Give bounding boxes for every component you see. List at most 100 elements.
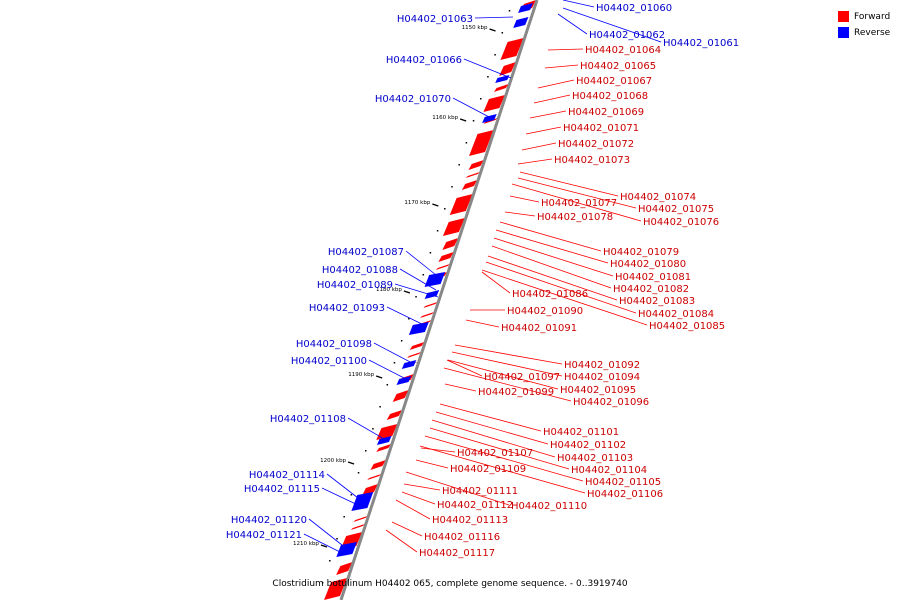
reverse-gene-label[interactable]: H04402_01066: [386, 55, 462, 66]
forward-gene-label[interactable]: H04402_01102: [550, 440, 626, 451]
reverse-gene-label[interactable]: H04402_01063: [397, 14, 473, 25]
forward-gene-label[interactable]: H04402_01113: [432, 515, 508, 526]
forward-gene-block: [350, 524, 365, 530]
tick-mark: [489, 28, 496, 32]
forward-gene-label[interactable]: H04402_01097: [484, 372, 560, 383]
forward-gene-label[interactable]: H04402_01064: [585, 45, 661, 56]
gene-labels: H04402_01064 H04402_01065 H04402_01067 H044…: [226, 3, 739, 559]
forward-gene-label[interactable]: H04402_01068: [572, 91, 648, 102]
reverse-leader-line: [373, 342, 415, 365]
reverse-gene-label[interactable]: H04402_01108: [270, 414, 346, 425]
tick-mark: [320, 544, 328, 548]
tick-mark: [403, 290, 411, 294]
tick-label: 1150 kbp: [462, 25, 488, 31]
forward-gene-label[interactable]: H04402_01096: [573, 397, 649, 408]
forward-gene-label[interactable]: H04402_01112: [437, 500, 513, 511]
forward-leader-line: [403, 483, 441, 491]
genome-backbone: [339, 0, 539, 600]
forward-gene-label[interactable]: H04402_01110: [511, 501, 587, 512]
reverse-gene-label[interactable]: H04402_01061: [663, 38, 739, 49]
forward-gene-block: [465, 172, 480, 178]
reverse-gene-block: [482, 114, 497, 123]
reverse-gene-label[interactable]: H04402_01088: [322, 265, 398, 276]
forward-leader-line: [454, 344, 563, 365]
forward-gene-label[interactable]: H04402_01084: [638, 309, 714, 320]
forward-gene-label[interactable]: H04402_01109: [450, 464, 526, 475]
forward-gene-label[interactable]: H04402_01104: [571, 465, 647, 476]
forward-gene-label[interactable]: H04402_01065: [580, 61, 656, 72]
forward-leader-line: [487, 255, 618, 301]
forward-gene-label[interactable]: H04402_01103: [557, 453, 633, 464]
forward-gene-label[interactable]: H04402_01073: [554, 155, 630, 166]
reverse-gene-label[interactable]: H04402_01070: [375, 94, 451, 105]
forward-leader-line: [481, 269, 648, 326]
minor-tick: [386, 384, 389, 386]
reverse-gene-label[interactable]: H04402_01100: [291, 356, 367, 367]
tick-mark: [459, 118, 467, 122]
forward-gene-label[interactable]: H04402_01069: [568, 107, 644, 118]
reverse-leader-line: [452, 97, 492, 119]
reverse-gene-label[interactable]: H04402_01093: [309, 303, 385, 314]
reverse-gene-label[interactable]: H04402_01098: [296, 339, 372, 350]
forward-gene-label[interactable]: H04402_01083: [619, 296, 695, 307]
forward-gene-label[interactable]: H04402_01075: [638, 204, 714, 215]
legend-reverse-label: Reverse: [854, 27, 891, 38]
forward-gene-label[interactable]: H04402_01101: [543, 427, 619, 438]
forward-swatch: [838, 11, 849, 22]
forward-gene-label[interactable]: H04402_01117: [419, 548, 495, 559]
forward-gene-label[interactable]: H04402_01107: [457, 448, 533, 459]
forward-gene-label[interactable]: H04402_01077: [541, 198, 617, 209]
tick-label: 1180 kbp: [376, 287, 402, 293]
forward-gene-label[interactable]: H04402_01099: [478, 387, 554, 398]
forward-gene-label[interactable]: H04402_01067: [576, 76, 652, 87]
forward-leader-line: [429, 427, 570, 470]
forward-gene-label[interactable]: H04402_01105: [585, 477, 661, 488]
forward-gene-label[interactable]: H04402_01072: [558, 139, 634, 150]
forward-gene-label[interactable]: H04402_01080: [610, 259, 686, 270]
reverse-gene-block: [424, 290, 440, 299]
forward-gene-label[interactable]: H04402_01081: [615, 272, 691, 283]
forward-gene-label[interactable]: H04402_01082: [613, 284, 689, 295]
reverse-gene-label[interactable]: H04402_01120: [231, 515, 307, 526]
forward-leader-line: [395, 499, 431, 520]
forward-leader-line: [444, 383, 477, 392]
reverse-gene-label[interactable]: H04402_01115: [244, 484, 320, 495]
forward-leader-line: [481, 271, 511, 294]
minor-tick: [501, 32, 504, 34]
forward-gene-label[interactable]: H04402_01085: [649, 321, 725, 332]
forward-leader-line: [504, 211, 536, 217]
forward-gene-label[interactable]: H04402_01086: [512, 289, 588, 300]
forward-gene-label[interactable]: H04402_01111: [442, 486, 518, 497]
forward-gene-label[interactable]: H04402_01092: [564, 360, 640, 371]
forward-gene-label[interactable]: H04402_01116: [424, 532, 500, 543]
forward-gene-label[interactable]: H04402_01095: [560, 385, 636, 396]
forward-gene-label[interactable]: H04402_01074: [620, 192, 696, 203]
reverse-gene-label[interactable]: H04402_01121: [226, 530, 302, 541]
forward-gene-label[interactable]: H04402_01076: [643, 217, 719, 228]
minor-tick: [422, 274, 424, 276]
reverse-gene-label[interactable]: H04402_01062: [589, 30, 665, 41]
forward-gene-label[interactable]: H04402_01078: [537, 212, 613, 223]
minor-tick: [343, 516, 345, 518]
forward-leader-line: [547, 48, 584, 51]
forward-gene-label[interactable]: H04402_01094: [564, 372, 640, 383]
reverse-gene-label[interactable]: H04402_01087: [328, 247, 404, 258]
reverse-gene-label[interactable]: H04402_01114: [249, 470, 325, 481]
reverse-leader-line: [557, 13, 588, 35]
forward-gene-label[interactable]: H04402_01071: [563, 123, 639, 134]
label-leaders: [303, 0, 662, 556]
forward-leader-line: [420, 447, 456, 453]
reverse-gene-label[interactable]: H04402_01089: [317, 280, 393, 291]
reverse-gene-label[interactable]: H04402_01060: [596, 3, 672, 14]
minor-tick: [350, 494, 353, 496]
forward-gene-label[interactable]: H04402_01090: [507, 306, 583, 317]
forward-gene-block: [423, 302, 438, 308]
forward-gene-label[interactable]: H04402_01091: [501, 323, 577, 334]
reverse-leader-line: [463, 58, 512, 79]
forward-gene-label[interactable]: H04402_01106: [587, 489, 663, 500]
forward-gene-block: [435, 264, 450, 270]
forward-gene-block: [420, 312, 435, 318]
forward-leader-line: [493, 237, 614, 277]
tick-label: 1210 kbp: [293, 541, 319, 547]
forward-gene-label[interactable]: H04402_01079: [603, 247, 679, 258]
